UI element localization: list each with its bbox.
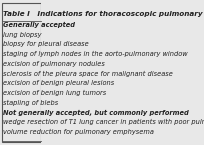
Text: biopsy for pleural disease: biopsy for pleural disease <box>3 41 89 47</box>
Text: excision of pulmonary nodules: excision of pulmonary nodules <box>3 61 105 67</box>
Text: sclerosis of the pleura space for malignant disease: sclerosis of the pleura space for malign… <box>3 71 173 77</box>
Text: staging of lymph nodes in the aorto-pulmonary window: staging of lymph nodes in the aorto-pulm… <box>3 51 188 57</box>
Text: stapling of blebs: stapling of blebs <box>3 100 59 106</box>
Text: Generally accepted: Generally accepted <box>3 22 75 28</box>
Text: excision of benign pleural lesions: excision of benign pleural lesions <box>3 80 115 86</box>
Text: wedge resection of T1 lung cancer in patients with poor pulmonary function: wedge resection of T1 lung cancer in pat… <box>3 119 204 125</box>
Text: volume reduction for pulmonary emphysema: volume reduction for pulmonary emphysema <box>3 129 154 135</box>
Text: lung biopsy: lung biopsy <box>3 32 42 38</box>
Text: excision of benign lung tumors: excision of benign lung tumors <box>3 90 107 96</box>
Text: Table I   Indications for thoracoscopic pulmonary surgery (modified from (2)): Table I Indications for thoracoscopic pu… <box>3 10 204 17</box>
Text: Not generally accepted, but commonly performed: Not generally accepted, but commonly per… <box>3 110 188 116</box>
